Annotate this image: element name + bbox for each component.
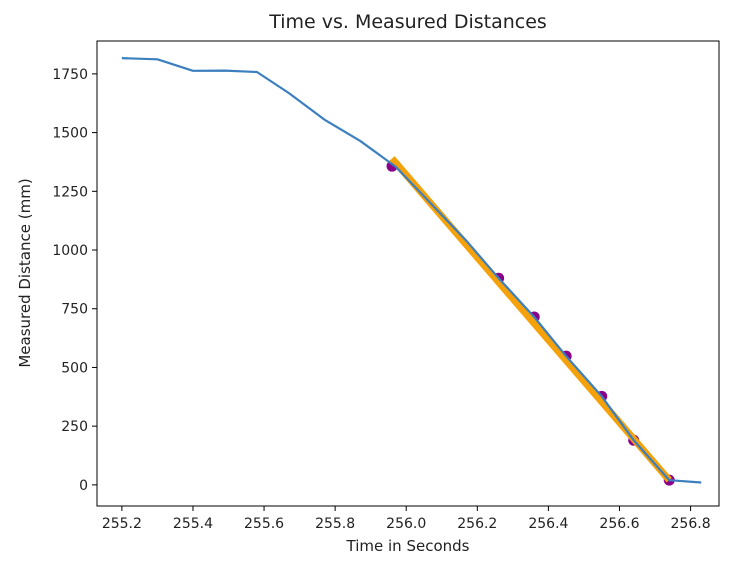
- y-tick-label: 250: [61, 419, 88, 435]
- y-tick-label: 1750: [52, 67, 88, 83]
- y-tick-label: 750: [61, 302, 88, 318]
- x-tick-label: 255.8: [315, 516, 355, 532]
- y-tick-label: 500: [61, 360, 88, 376]
- x-tick-label: 256.6: [599, 516, 639, 532]
- x-tick-label: 256.8: [671, 516, 711, 532]
- y-axis: 0 250 500 750 1000 1250 1500 1750: [52, 67, 97, 494]
- x-tick-label: 256.0: [386, 516, 426, 532]
- chart-title: Time vs. Measured Distances: [268, 11, 547, 33]
- plot-area: [96, 40, 720, 507]
- x-tick-label: 255.2: [102, 516, 142, 532]
- y-tick-label: 0: [79, 478, 88, 494]
- x-tick-label: 255.4: [173, 516, 213, 532]
- y-tick-label: 1500: [52, 126, 88, 142]
- x-tick-label: 256.2: [457, 516, 497, 532]
- y-tick-label: 1250: [52, 184, 88, 200]
- y-axis-label: Measured Distance (mm): [16, 178, 34, 367]
- y-tick-label: 1000: [52, 243, 88, 259]
- measured-distance-line: [121, 57, 702, 484]
- x-axis: 255.2 255.4 255.6 255.8 256.0 256.2 256.4 256.6…: [102, 506, 711, 532]
- x-tick-label: 256.4: [528, 516, 568, 532]
- data-marks: [121, 57, 702, 486]
- x-axis-label: Time in Seconds: [346, 537, 470, 555]
- x-tick-label: 255.6: [244, 516, 284, 532]
